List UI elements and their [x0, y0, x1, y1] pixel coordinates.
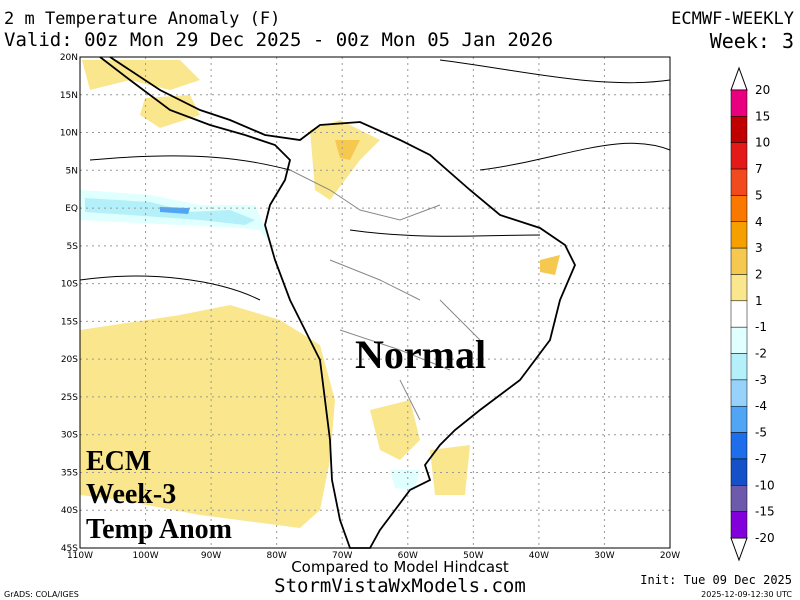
lat-label: 10N	[60, 129, 78, 139]
colorbar-swatch	[730, 458, 748, 486]
lon-label: 90W	[201, 551, 221, 561]
colorbar-swatch	[730, 379, 748, 407]
anomaly-area	[430, 445, 470, 495]
lon-label: 110W	[67, 551, 93, 561]
anomaly-area	[370, 400, 420, 460]
colorbar-swatch	[730, 89, 748, 117]
colorbar-swatch	[730, 247, 748, 275]
grads-credit: GrADS: COLA/IGES	[4, 590, 79, 599]
lat-label: EQ	[65, 204, 78, 214]
anomaly-area	[80, 305, 335, 528]
lon-label: 50W	[463, 551, 483, 561]
colorbar-swatch	[730, 116, 748, 143]
timestamp: 2025-12-09-12:30 UTC	[701, 590, 792, 599]
footer-note: Compared to Model Hindcast	[291, 558, 509, 576]
colorbar-swatch	[730, 274, 748, 302]
coastline	[99, 56, 576, 549]
lon-label: 20W	[660, 551, 680, 561]
colorbar-swatch	[730, 432, 748, 460]
borders	[289, 169, 481, 421]
lat-label: 30S	[61, 431, 78, 441]
colorbar-label: -7	[755, 452, 767, 466]
colorbar-swatch	[730, 300, 748, 328]
lat-label: 5S	[67, 242, 79, 252]
colorbar-swatch	[730, 511, 748, 539]
colorbar-swatch	[730, 353, 748, 381]
caption-line: Week-3	[86, 479, 176, 510]
colorbar-swatch	[730, 326, 748, 354]
colorbar-label: 5	[755, 188, 763, 202]
anomaly-area	[390, 470, 420, 490]
lon-label: 40W	[529, 551, 549, 561]
colorbar-label: 2	[755, 267, 763, 281]
colorbar-label: -15	[755, 505, 775, 519]
colorbar-end	[730, 66, 748, 91]
colorbar-label: -3	[755, 373, 767, 387]
lat-label: 20N	[60, 53, 78, 63]
caption-line: ECM	[86, 446, 151, 477]
colorbar-label: 20	[755, 83, 770, 97]
colorbar-swatch	[730, 142, 748, 170]
lat-label: 25S	[61, 393, 78, 403]
colorbar-swatch	[730, 168, 748, 196]
colorbar-label: -1	[755, 320, 767, 334]
colorbar-label: -10	[755, 478, 775, 492]
colorbar-label: 4	[755, 215, 763, 229]
colorbar-label: 15	[755, 109, 770, 123]
colorbar-label: -5	[755, 426, 767, 440]
anomaly-area	[82, 60, 200, 90]
lon-label: 70W	[332, 551, 352, 561]
week-label: Week: 3	[710, 29, 794, 53]
valid-time: Valid: 00z Mon 29 Dec 2025 - 00z Mon 05 …	[4, 29, 553, 51]
colorbar-label: -2	[755, 347, 767, 361]
lon-label: 100W	[133, 551, 159, 561]
lon-label: 80W	[266, 551, 286, 561]
lat-label: 15N	[60, 91, 78, 101]
contour	[79, 59, 671, 301]
lat-label: 10S	[61, 280, 78, 290]
model-name: ECMWF-WEEKLY	[671, 9, 794, 29]
lat-label: 35S	[61, 468, 78, 478]
lon-label: 30W	[594, 551, 614, 561]
colorbar-swatch	[730, 485, 748, 512]
colorbar-label: 1	[755, 294, 763, 308]
footer-site: StormVistaWxModels.com	[274, 575, 526, 597]
lat-label: 5N	[66, 166, 78, 176]
map	[79, 56, 671, 549]
overlay-label: Normal	[355, 332, 486, 377]
colorbar-swatch	[730, 195, 748, 223]
init-time: Init: Tue 09 Dec 2025	[640, 573, 792, 587]
colorbar-label: 7	[755, 162, 763, 176]
colorbar-swatch	[730, 405, 748, 433]
caption-line: Temp Anom	[86, 514, 232, 545]
colorbar-label: -20	[755, 531, 775, 545]
lat-label: 20S	[61, 355, 78, 365]
lat-label: 15S	[61, 317, 78, 327]
colorbar-label: -4	[755, 399, 767, 413]
colorbar-label: 10	[755, 136, 770, 150]
map-frame	[79, 56, 671, 549]
lat-label: 45S	[61, 544, 78, 554]
title: 2 m Temperature Anomaly (F)	[4, 9, 280, 29]
colorbar-swatch	[730, 221, 748, 249]
colorbar-label: 3	[755, 241, 763, 255]
anomaly-area	[335, 140, 360, 160]
lat-label: 40S	[61, 506, 78, 516]
anomaly-area	[540, 255, 560, 275]
colorbar-end	[730, 537, 748, 562]
lon-label: 60W	[398, 551, 418, 561]
anomaly-area	[160, 207, 190, 214]
anomaly-area	[310, 120, 380, 200]
